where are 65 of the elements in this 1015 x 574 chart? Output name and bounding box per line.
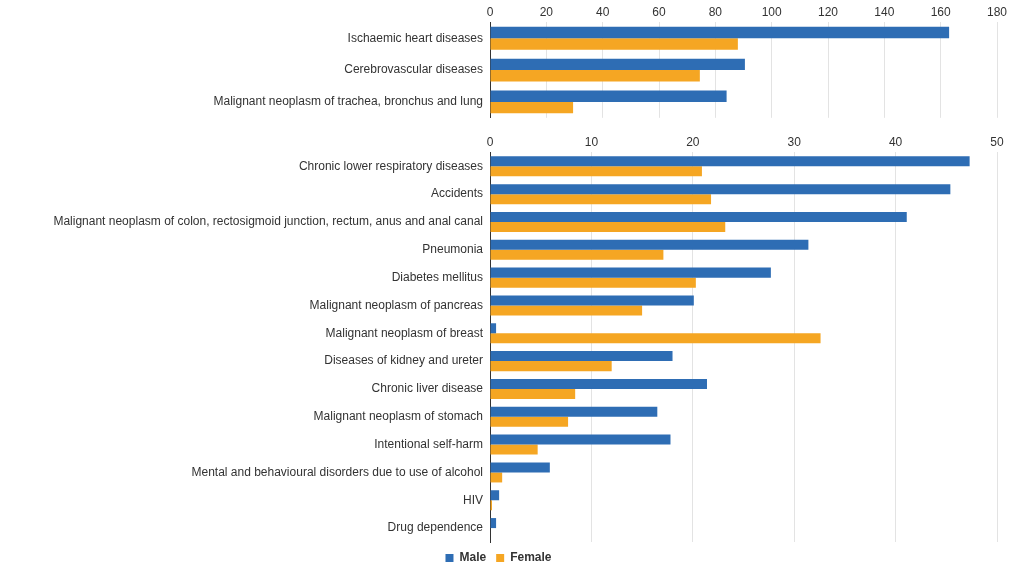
bar [490,472,503,483]
bar [490,351,673,362]
x-tick-label: 40 [888,134,903,149]
bar [490,90,727,102]
x-tick-label: 50 [990,134,1004,149]
y-tick-label: Accidents [430,186,483,201]
y-tick-label: Intentional self-harm [374,436,483,451]
x-tick-label: 80 [708,4,723,19]
bar [490,267,771,278]
bar [490,277,696,288]
bar [490,156,970,167]
x-tick-label: 40 [595,4,610,19]
y-tick-label: Chronic lower respiratory diseases [298,158,483,173]
bar [490,101,574,114]
bar [490,333,821,344]
y-tick-label: Malignant neoplasm of colon, rectosigmoid junction, rectum, anus and anal canal [53,214,483,229]
bar [490,166,702,177]
bar [490,305,643,316]
bar [490,416,569,427]
bar [490,26,950,39]
y-tick-label: Malignant neoplasm of trachea, bronchus and lung [213,94,483,109]
x-tick-label: 0 [486,4,494,19]
bar [490,38,738,50]
bar [490,194,712,205]
x-tick-label: 60 [652,4,666,19]
bar [490,406,658,417]
bar [490,434,671,445]
x-tick-label: 10 [584,134,599,149]
x-tick-label: 0 [486,134,494,149]
y-tick-label: Diabetes mellitus [391,269,483,284]
bar [490,249,664,260]
bar [490,490,500,501]
y-tick-label: Malignant neoplasm of pancreas [309,297,483,312]
y-tick-label: Cerebrovascular diseases [344,62,483,77]
bar [490,211,907,222]
y-tick-label: Mental and behavioural disorders due to use of alcohol [191,464,483,479]
bar [490,221,726,232]
bar [490,70,700,82]
y-tick-label: Drug dependence [387,520,484,535]
y-tick-label: HIV [462,492,483,507]
y-tick-label: Pneumonia [422,242,484,257]
x-tick-label: 140 [874,4,895,19]
y-tick-label: Malignant neoplasm of breast [325,325,484,340]
bar [490,388,576,399]
bar [490,361,612,372]
bar [490,295,694,306]
x-tick-label: 20 [539,4,554,19]
y-tick-label: Diseases of kidney and ureter [324,353,483,368]
x-tick-label: 100 [761,4,782,19]
legend-label: Female [510,550,552,565]
y-tick-label: Ischaemic heart diseases [347,30,483,45]
x-tick-label: 180 [986,4,1008,19]
x-tick-label: 20 [686,134,700,149]
bar [490,462,550,473]
bar [490,444,538,455]
x-tick-label: 160 [930,4,951,19]
bar [490,184,951,195]
x-tick-label: 120 [817,4,839,19]
y-tick-label: Chronic liver disease [371,381,484,396]
y-tick-label: Malignant neoplasm of stomach [313,409,483,424]
legend-label: Male [459,550,487,565]
bar [490,239,809,250]
x-tick-label: 30 [787,134,802,149]
bar [490,58,745,71]
bar [490,378,707,389]
